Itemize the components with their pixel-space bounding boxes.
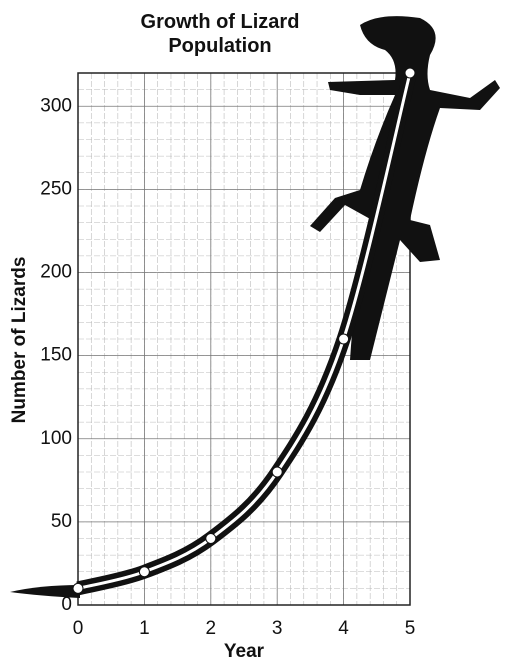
x-tick-label: 4 [338, 618, 349, 639]
point [138, 566, 150, 578]
x-tick-label: 0 [73, 618, 84, 639]
lines [72, 67, 417, 596]
y-axis-label: Number of Lizards [9, 257, 30, 424]
plot-frame [77, 72, 411, 606]
y-tick-label: 100 [40, 428, 72, 449]
point [271, 466, 283, 478]
point [338, 333, 350, 345]
x-tick-label: 5 [405, 618, 416, 639]
x-axis-label: Year [224, 641, 265, 662]
point [72, 582, 84, 594]
y-tick-label: 200 [40, 262, 72, 283]
ticks: 0 50 100 150 200 250 300 0 1 2 3 4 5 [40, 95, 415, 639]
x-tick-label: 1 [139, 618, 150, 639]
y-tick-label: 150 [40, 345, 72, 366]
y-tick-label: 250 [40, 178, 72, 199]
lizard-illustration [10, 16, 500, 598]
x-tick-label: 2 [206, 618, 217, 639]
point [404, 67, 416, 79]
chart-title: Growth of Lizard Population [140, 11, 300, 57]
point [205, 533, 217, 544]
y-tick-label: 0 [61, 594, 72, 615]
y-tick-label: 300 [40, 95, 72, 116]
y-tick-label: 50 [51, 511, 72, 532]
x-tick-label: 3 [272, 618, 283, 639]
